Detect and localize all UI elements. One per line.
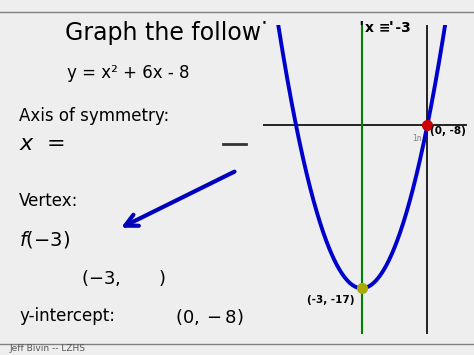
- Text: Vertex:: Vertex:: [19, 192, 78, 210]
- Text: $x$  =: $x$ =: [19, 134, 65, 154]
- Text: $(0, -8)$: $(0, -8)$: [175, 307, 244, 327]
- Text: (0, -8): (0, -8): [429, 126, 465, 136]
- Text: Jeff Bivin -- LZHS: Jeff Bivin -- LZHS: [9, 344, 85, 353]
- Text: (-3, -17): (-3, -17): [307, 295, 355, 305]
- Text: 1n: 1n: [412, 134, 422, 143]
- Text: Graph the following parabola: Graph the following parabola: [65, 21, 409, 45]
- Text: y = x² + 6x - 8: y = x² + 6x - 8: [67, 64, 189, 82]
- Text: $(-3, \quad\quad )$: $(-3, \quad\quad )$: [81, 268, 166, 288]
- Text: y-intercept:: y-intercept:: [19, 307, 115, 325]
- Text: x ≡ -3: x ≡ -3: [365, 21, 411, 35]
- Text: $f(-3)$: $f(-3)$: [19, 229, 70, 250]
- Text: Axis of symmetry:: Axis of symmetry:: [19, 106, 169, 125]
